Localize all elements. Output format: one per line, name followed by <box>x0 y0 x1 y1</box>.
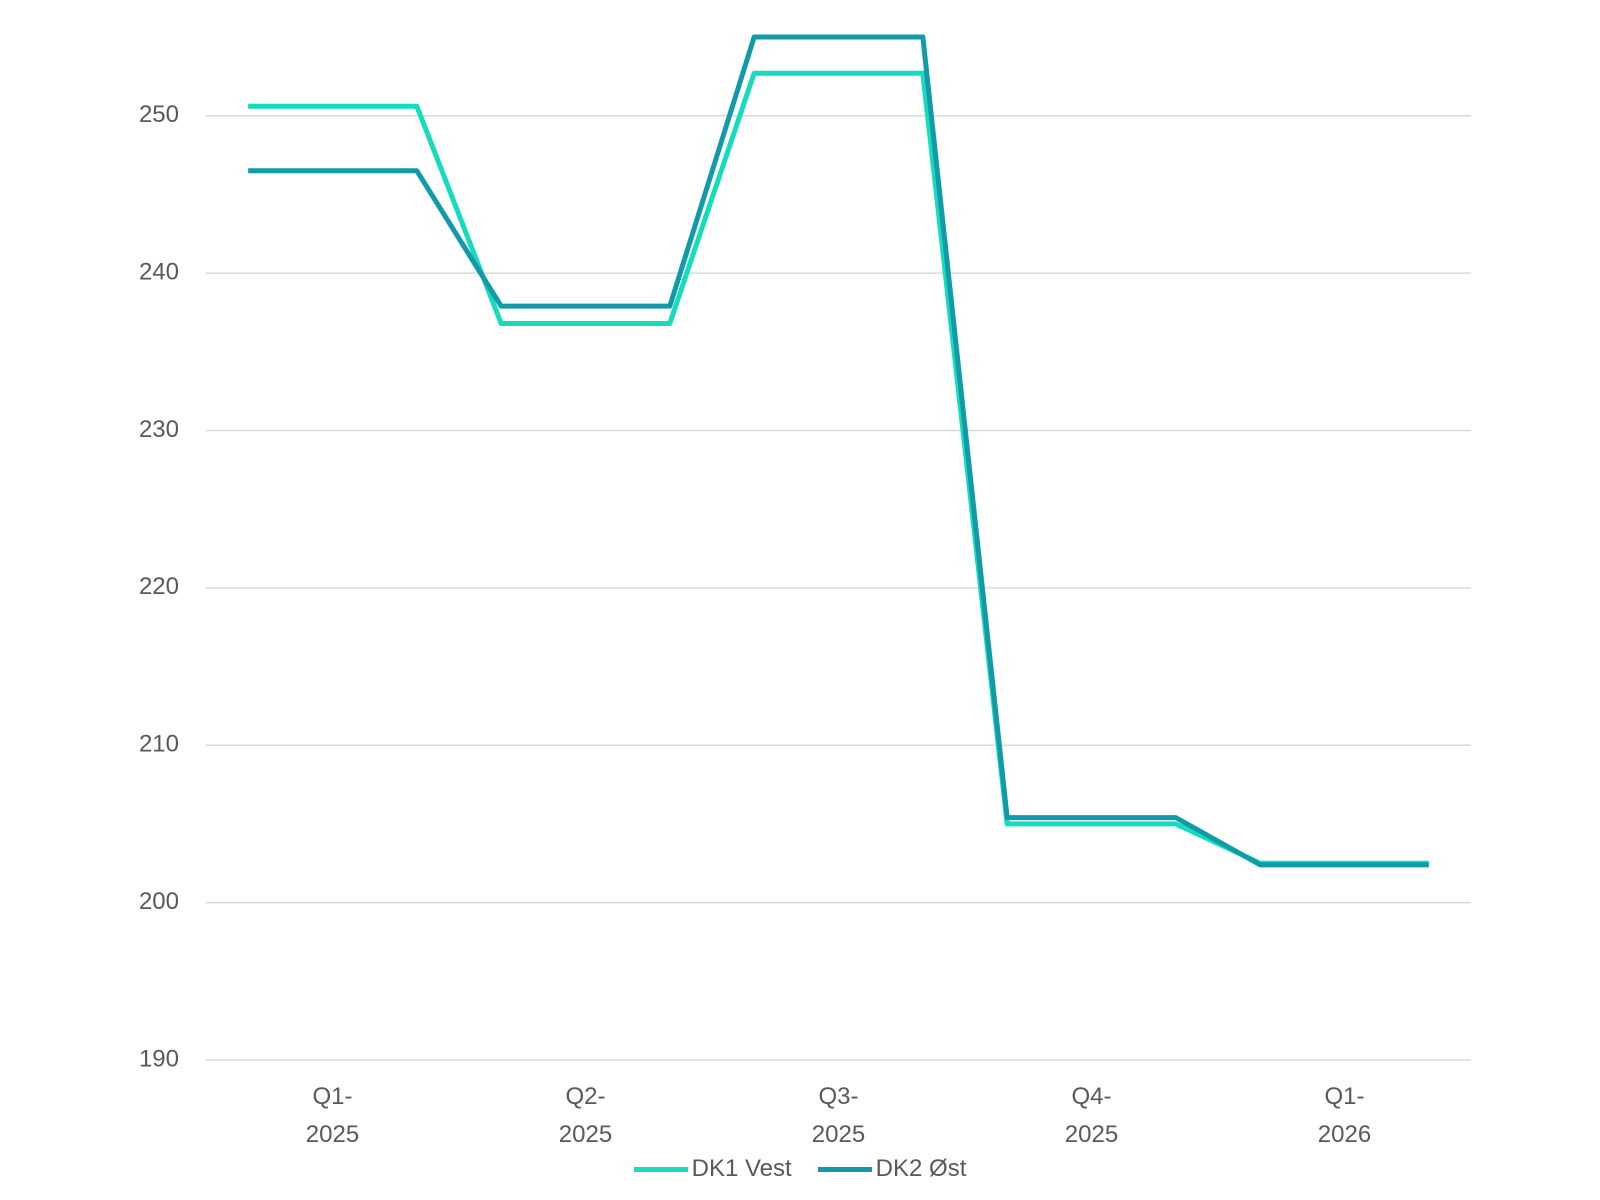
legend: DK1 Vest DK2 Øst <box>0 1155 1600 1183</box>
legend-item: DK1 Vest <box>633 1155 792 1183</box>
y-tick-label: 250 <box>139 101 179 128</box>
legend-swatch <box>633 1166 688 1172</box>
x-tick-label: Q1- 2026 <box>1317 1083 1372 1148</box>
legend-label: DK1 Vest <box>691 1155 792 1182</box>
y-tick-label: 220 <box>139 573 179 600</box>
y-tick-label: 240 <box>139 258 179 285</box>
x-tick-label: Q3- 2025 <box>811 1083 866 1148</box>
x-tick-label: Q2- 2025 <box>558 1083 613 1148</box>
x-tick-label: Q1- 2025 <box>305 1083 360 1148</box>
y-tick-label: 200 <box>139 888 179 915</box>
y-tick-label: 210 <box>139 731 179 758</box>
legend-swatch <box>817 1166 872 1172</box>
y-tick-label: 190 <box>139 1045 179 1072</box>
series-line <box>248 34 1429 868</box>
legend-item: DK2 Øst <box>817 1155 967 1183</box>
legend-label: DK2 Øst <box>875 1155 967 1182</box>
y-tick-label: 230 <box>139 416 179 443</box>
x-tick-label: Q4- 2025 <box>1064 1083 1119 1148</box>
